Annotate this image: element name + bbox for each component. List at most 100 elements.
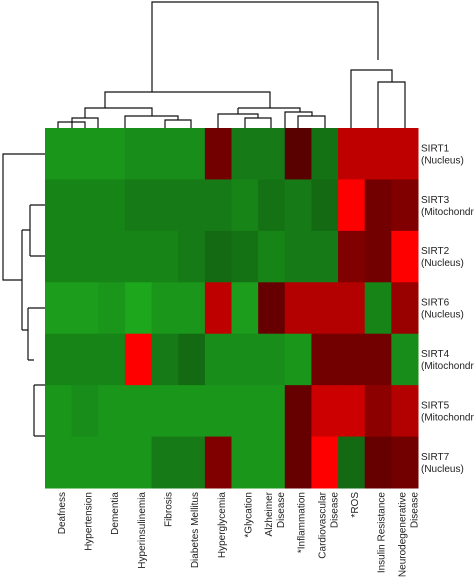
heatmap-cell: [71, 282, 99, 335]
heatmap-cell: [151, 230, 179, 283]
column-label: *Inflammation: [297, 492, 308, 553]
row-label: SIRT5: [421, 400, 450, 411]
heatmap-cell: [311, 179, 339, 232]
heatmap-cell: [364, 385, 392, 438]
dendrogram-branch: [21, 204, 45, 330]
heatmap-cell: [204, 436, 232, 489]
heatmap-cell: [258, 179, 286, 232]
heatmap-cell: [151, 179, 179, 232]
dendrogram-branch: [151, 1, 379, 92]
heatmap-cell: [338, 128, 366, 180]
heatmap-cell: [231, 282, 259, 335]
heatmap-cell: [204, 282, 232, 335]
column-label: Hyperinsulinemia: [137, 492, 148, 569]
heatmap-cell: [364, 436, 392, 489]
heatmap-cell: [124, 436, 153, 489]
heatmap-cell: [178, 436, 206, 489]
heatmap-cell: [338, 385, 366, 438]
row-label: (Nucleus): [421, 464, 464, 475]
heatmap-cell: [284, 179, 312, 232]
heatmap-cell: [311, 333, 339, 386]
column-label: *ROS: [350, 492, 361, 518]
heatmap-cell: [98, 230, 126, 283]
heatmap-cell: [178, 333, 206, 386]
row-label: SIRT2: [421, 246, 450, 257]
heatmap-cell: [231, 179, 259, 232]
heatmap-cell: [45, 128, 73, 180]
heatmap-cell: [124, 128, 153, 180]
heatmap-cell: [124, 282, 153, 335]
heatmap-cell: [391, 179, 419, 232]
heatmap-cell: [98, 282, 126, 335]
heatmap-cell: [45, 282, 73, 335]
heatmap-cell: [284, 230, 312, 283]
heatmap-cell: [284, 128, 312, 180]
column-label: Deafness: [57, 492, 68, 534]
heatmap-cell: [178, 179, 206, 232]
row-label: SIRT7: [421, 452, 450, 463]
heatmap-cell: [71, 230, 99, 283]
heatmap-cell: [258, 436, 286, 489]
heatmap-cell: [311, 385, 339, 438]
row-label: SIRT1: [421, 143, 450, 154]
heatmap-cell: [338, 230, 366, 283]
heatmap-cell: [311, 282, 339, 335]
heatmap-cell: [204, 179, 232, 232]
dendrogram-branch: [22, 307, 45, 437]
heatmap-cell: [284, 436, 312, 489]
column-label: Insulin Resistance: [377, 492, 388, 574]
heatmap-cell: [45, 179, 73, 232]
heatmap-cell: [364, 282, 392, 335]
heatmap-cell: [391, 230, 419, 283]
dendrogram-branch: [57, 107, 192, 128]
heatmap-cell: [178, 128, 206, 180]
column-label: Disease: [276, 492, 287, 529]
heatmap-cell: [258, 282, 286, 335]
row-label: (Nucleus): [421, 155, 464, 166]
column-label: *Glycation: [243, 492, 254, 538]
column-label: Diabetes Mellitus: [190, 492, 201, 568]
heatmap-cell: [258, 230, 286, 283]
column-label: Cardiovascular: [317, 491, 328, 558]
row-label: SIRT3: [421, 195, 450, 206]
heatmap-cell: [98, 436, 126, 489]
heatmap-cell: [231, 128, 259, 180]
row-label: (Mitochondria): [421, 412, 474, 423]
heatmap-cell: [151, 436, 179, 489]
heatmap-cell: [364, 230, 392, 283]
column-label: Disease: [329, 492, 340, 529]
row-label: (Nucleus): [421, 310, 464, 321]
heatmap-cell: [231, 385, 259, 438]
heatmap-cell: [98, 128, 126, 180]
heatmap-cell: [45, 230, 73, 283]
heatmap-cell: [231, 333, 259, 386]
column-label: Hyperglycemia: [217, 492, 228, 559]
heatmap-cell: [258, 385, 286, 438]
heatmap-cell: [258, 333, 286, 386]
heatmap-cell: [151, 333, 179, 386]
heatmap-cell: [338, 436, 366, 489]
row-label: (Nucleus): [421, 258, 464, 269]
heatmap-cell: [98, 385, 126, 438]
heatmap-cell: [178, 282, 206, 335]
heatmap-cell: [45, 385, 73, 438]
heatmap-cell: [71, 333, 99, 386]
dendrogram-branch: [350, 69, 406, 128]
heatmap-cell: [311, 436, 339, 489]
row-dendrogram: [2, 153, 45, 437]
heatmap-cell: [391, 128, 419, 180]
heatmap-cell: [204, 230, 232, 283]
column-label: Hypertension: [84, 492, 95, 551]
heatmap-cell: [284, 282, 312, 335]
dendrogram-branch: [2, 153, 45, 281]
column-dendrogram: [57, 1, 406, 128]
heatmap-cell: [178, 385, 206, 438]
heatmap-cell: [124, 333, 153, 386]
heatmap-cell: [151, 385, 179, 438]
heatmap-cell: [338, 282, 366, 335]
heatmap-cell: [178, 230, 206, 283]
heatmap-cell: [204, 333, 232, 386]
heatmap-cell: [391, 333, 419, 386]
heatmap-cell: [71, 385, 99, 438]
heatmap-cell: [391, 282, 419, 335]
